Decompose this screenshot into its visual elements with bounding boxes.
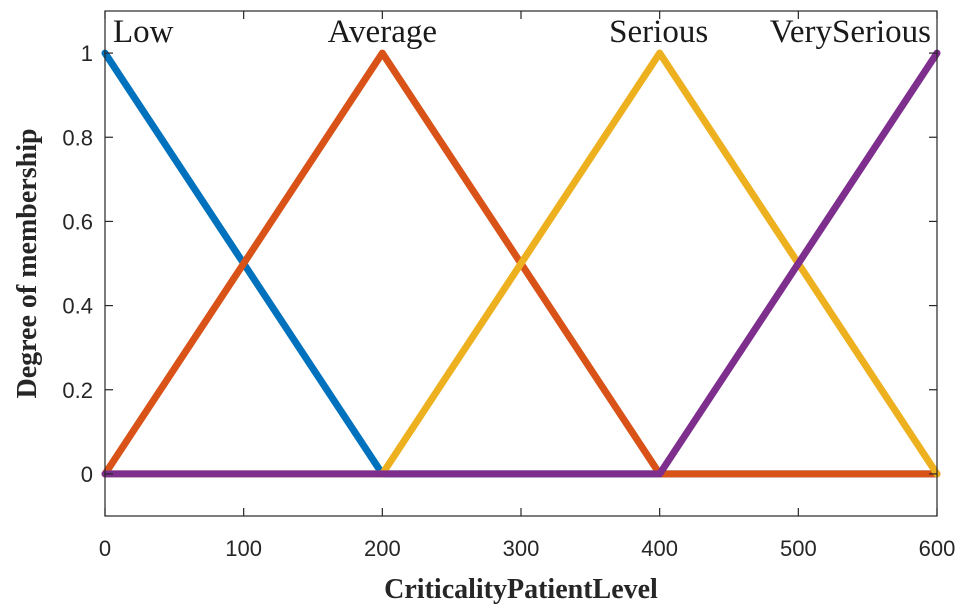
- series-label-low: Low: [113, 14, 174, 50]
- ticks-layer: 0 100 200 300 400 500 600 0 0.2 0.4 0.6 0.8 1: [62, 11, 955, 561]
- y-tick-label: 1: [81, 41, 93, 66]
- series-line-veryserious: [101, 49, 941, 478]
- y-tick-label: 0.6: [62, 209, 93, 234]
- y-tick-label: 0.4: [62, 294, 93, 319]
- series-line-serious: [101, 49, 941, 478]
- x-tick-label: 300: [503, 536, 540, 561]
- y-tick-label: 0: [81, 462, 93, 487]
- x-tick-label: 0: [99, 536, 111, 561]
- series-labels-layer: Low Average Serious VerySerious: [113, 14, 931, 50]
- series-label-serious: Serious: [609, 14, 708, 50]
- x-tick-label: 600: [919, 536, 956, 561]
- series-layer: [101, 49, 941, 478]
- y-tick-label: 0.2: [62, 378, 93, 403]
- y-tick-label: 0.8: [62, 125, 93, 150]
- x-tick-label: 400: [641, 536, 678, 561]
- series-label-average: Average: [328, 14, 437, 50]
- series-label-veryserious: VerySerious: [770, 14, 931, 50]
- x-tick-label: 100: [225, 536, 262, 561]
- x-tick-label: 500: [780, 536, 817, 561]
- y-axis-title: Degree of membership: [12, 128, 43, 398]
- x-tick-label: 200: [364, 536, 401, 561]
- x-axis-title: CriticalityPatientLevel: [384, 574, 658, 605]
